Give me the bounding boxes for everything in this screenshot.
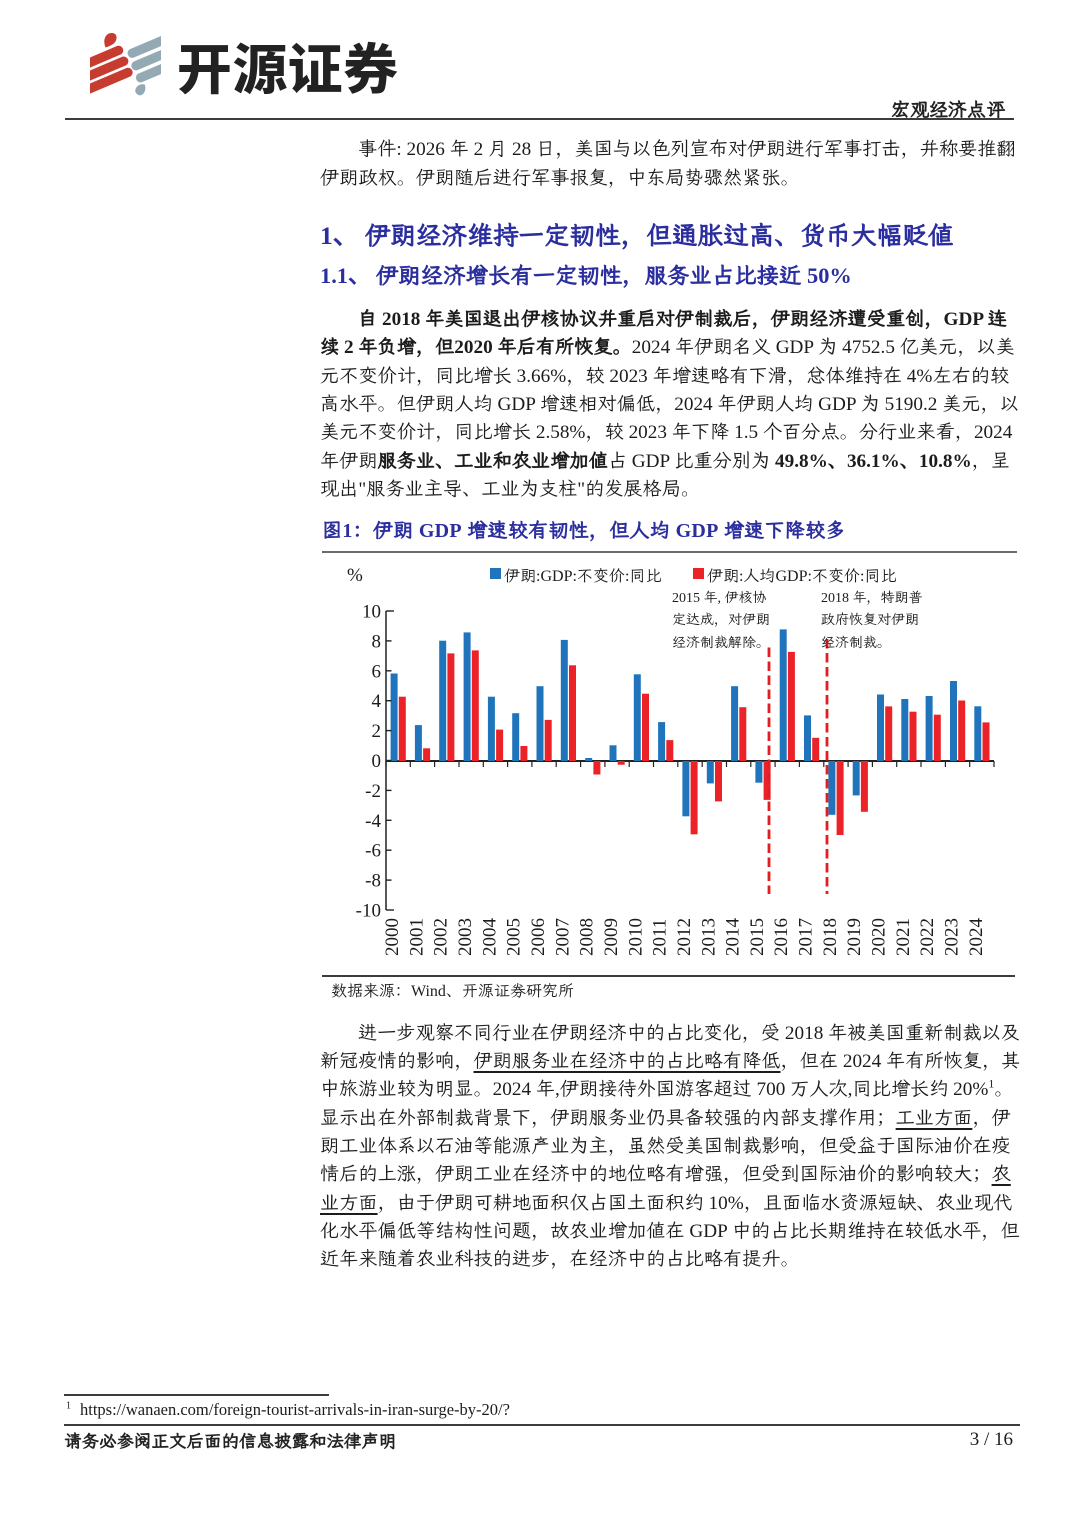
svg-text:2021: 2021 xyxy=(893,918,914,956)
svg-text:2011: 2011 xyxy=(650,919,671,956)
svg-text:0: 0 xyxy=(372,751,382,772)
svg-text:2015: 2015 xyxy=(747,918,768,956)
svg-text:8: 8 xyxy=(372,631,382,652)
svg-text:2006: 2006 xyxy=(528,918,549,956)
svg-text:4: 4 xyxy=(372,691,382,712)
svg-text:2001: 2001 xyxy=(406,918,427,956)
svg-text:-8: -8 xyxy=(365,871,381,892)
svg-text:10: 10 xyxy=(362,602,381,623)
svg-text:2008: 2008 xyxy=(577,918,598,956)
svg-text:-10: -10 xyxy=(356,901,381,922)
svg-text:%: % xyxy=(347,565,363,586)
svg-text:2009: 2009 xyxy=(601,918,622,956)
svg-text:6: 6 xyxy=(372,661,382,682)
svg-text:2017: 2017 xyxy=(796,918,817,956)
svg-text:2002: 2002 xyxy=(431,918,452,956)
svg-text:-2: -2 xyxy=(365,781,381,802)
svg-text:2020: 2020 xyxy=(869,918,890,956)
svg-text:2005: 2005 xyxy=(504,918,525,956)
svg-text:-4: -4 xyxy=(365,811,381,832)
svg-text:2007: 2007 xyxy=(552,918,573,956)
svg-text:2000: 2000 xyxy=(382,918,403,956)
svg-text:2013: 2013 xyxy=(698,918,719,956)
svg-text:2014: 2014 xyxy=(723,918,744,957)
svg-text:2004: 2004 xyxy=(479,918,500,957)
svg-text:2003: 2003 xyxy=(455,918,476,956)
svg-text:2016: 2016 xyxy=(771,918,792,956)
svg-text:2024: 2024 xyxy=(966,918,987,957)
svg-text:2: 2 xyxy=(372,721,382,742)
svg-text:2019: 2019 xyxy=(844,918,865,956)
svg-text:2012: 2012 xyxy=(674,918,695,956)
svg-text:2018: 2018 xyxy=(820,918,841,956)
svg-text:2022: 2022 xyxy=(917,918,938,956)
svg-text:-6: -6 xyxy=(365,841,381,862)
svg-text:2010: 2010 xyxy=(625,918,646,956)
svg-text:2023: 2023 xyxy=(942,918,963,956)
